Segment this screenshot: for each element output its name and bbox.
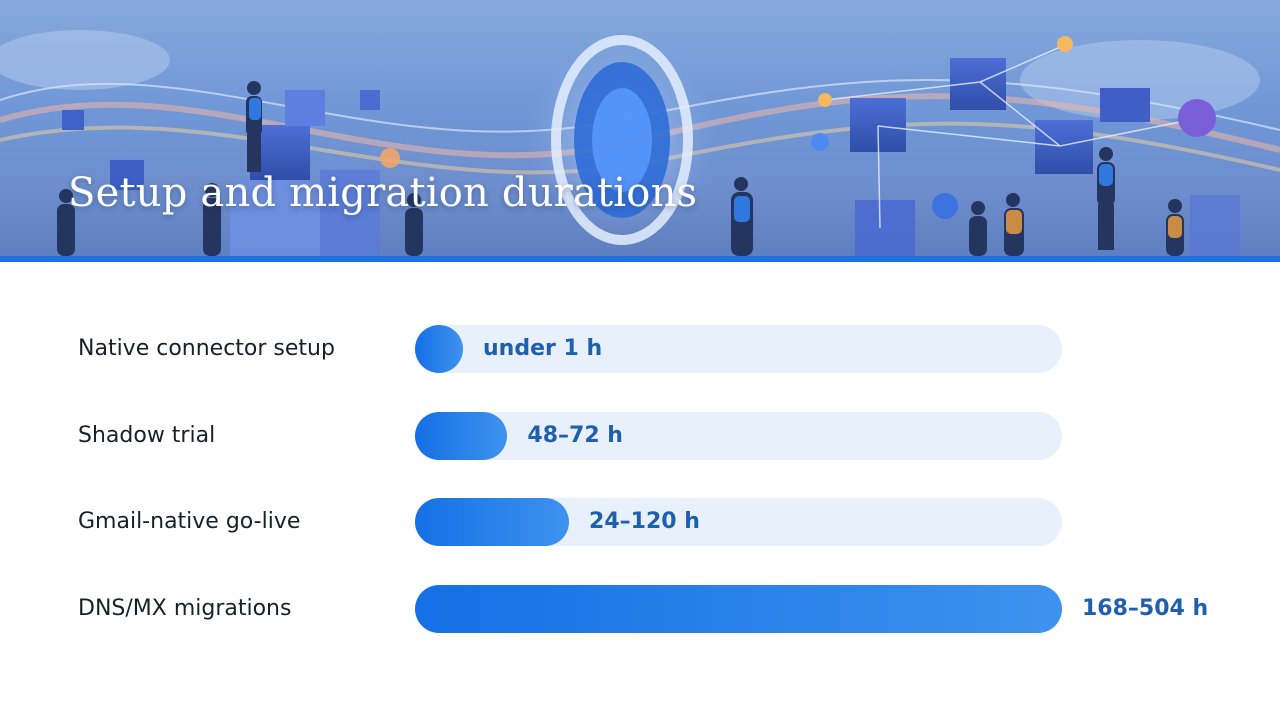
bar-label: Native connector setup [78,336,335,361]
banner-divider [0,256,1280,262]
bar-value-label: 168–504 h [1082,596,1209,621]
duration-bar-chart: Native connector setup under 1 h Shadow … [0,262,1280,720]
bar-label: DNS/MX migrations [78,596,292,621]
bar-value-label: under 1 h [483,336,603,361]
bar-row: Gmail-native go-live 24–120 h [0,498,1280,546]
bar-fill [415,412,508,460]
bar-row: DNS/MX migrations 168–504 h [0,585,1280,633]
bar-fill [415,585,1062,633]
bar-label: Shadow trial [78,423,216,448]
bar-row: Native connector setup under 1 h [0,325,1280,373]
bar-fill [415,498,570,546]
bar-label: Gmail-native go-live [78,509,301,534]
bar-value-label: 24–120 h [589,509,700,534]
bar-value-label: 48–72 h [527,423,623,448]
header-banner: Setup and migration durations [0,0,1280,256]
banner-illustration [0,30,1280,256]
page-title: Setup and migration durations [68,170,698,216]
bar-fill [415,325,463,373]
bar-row: Shadow trial 48–72 h [0,412,1280,460]
bar-track [415,325,1062,373]
bar-track [415,412,1062,460]
